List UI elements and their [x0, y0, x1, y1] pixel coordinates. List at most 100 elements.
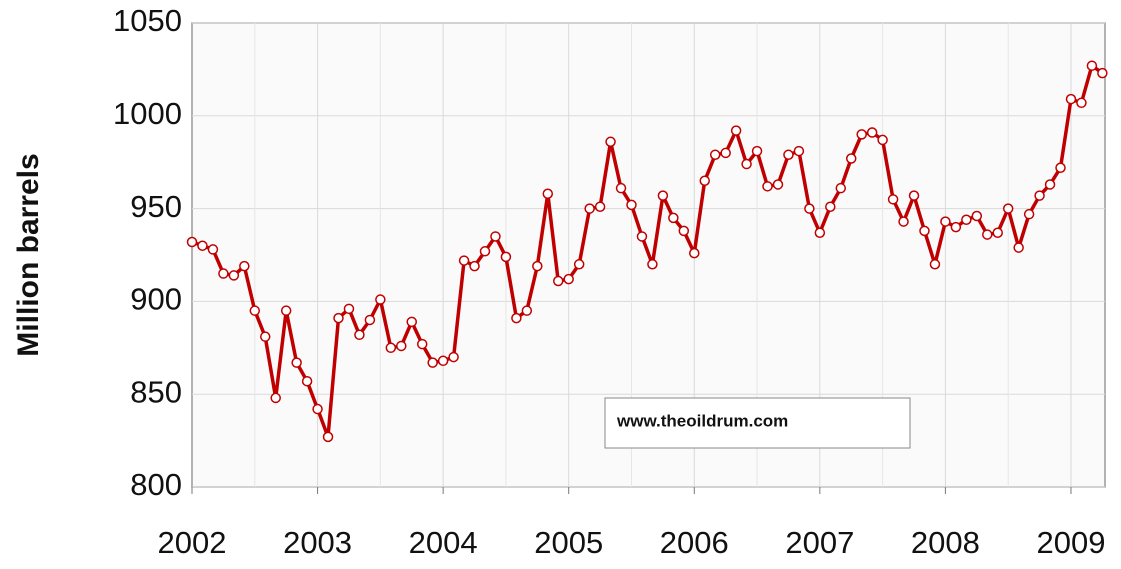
x-tick-label: 2003: [283, 525, 352, 560]
data-point: [908, 190, 920, 201]
data-point: [186, 236, 198, 248]
data-point: [511, 312, 522, 324]
data-line: [191, 63, 1104, 439]
data-point: [605, 136, 616, 148]
data-point: [239, 260, 250, 272]
data-point: [992, 227, 1003, 238]
data-point: [207, 244, 219, 255]
data-point: [898, 216, 909, 227]
annotation-box: [604, 397, 911, 449]
data-point: [1002, 203, 1014, 214]
x-tick-label: 2009: [1036, 525, 1105, 560]
data-point: [333, 312, 344, 324]
data-point: [437, 355, 449, 367]
data-point: [1065, 93, 1077, 105]
data-point: [354, 329, 365, 341]
data-point: [573, 259, 585, 270]
data-point: [919, 225, 930, 237]
data-point: [218, 268, 229, 279]
y-tick-label: 1000: [113, 96, 182, 131]
data-point: [1034, 190, 1045, 201]
x-tick-label: 2004: [409, 525, 478, 560]
data-point: [1097, 67, 1108, 79]
data-point: [814, 227, 826, 238]
data-point: [1076, 97, 1087, 109]
data-point: [626, 199, 637, 211]
data-point: [552, 275, 564, 287]
data-point: [877, 134, 888, 146]
data-point: [1023, 208, 1035, 220]
data-point: [772, 179, 784, 190]
data-point: [500, 251, 512, 263]
data-point: [469, 260, 480, 272]
data-point: [280, 305, 292, 316]
x-tick-label: 2005: [534, 525, 603, 560]
data-point: [521, 305, 533, 316]
data-point: [479, 246, 491, 257]
data-point: [1013, 242, 1024, 253]
data-point: [448, 351, 459, 363]
data-point: [259, 331, 271, 342]
x-tick-label: 2006: [660, 525, 729, 560]
data-point: [343, 303, 355, 315]
data-point: [835, 182, 847, 194]
data-point: [793, 145, 805, 157]
data-point: [887, 194, 899, 205]
data-point: [720, 147, 731, 159]
data-point: [594, 201, 606, 212]
data-point: [751, 145, 763, 157]
data-point: [228, 270, 240, 281]
data-point: [825, 201, 836, 212]
data-point: [364, 314, 376, 326]
data-point: [406, 316, 417, 328]
data-point: [584, 203, 595, 214]
data-point: [636, 231, 648, 242]
data-point: [783, 149, 794, 161]
data-point: [1086, 60, 1098, 71]
y-axis-label: Million barrels: [12, 153, 45, 356]
data-point: [427, 357, 438, 368]
data-point: [542, 188, 554, 200]
y-tick-label: 850: [130, 374, 182, 409]
annotation: www.theoildrum.com: [616, 411, 788, 430]
data-point: [458, 255, 470, 266]
data-point: [249, 305, 261, 316]
data-point: [982, 229, 993, 240]
data-point: [856, 129, 867, 140]
y-tick-label: 1050: [113, 3, 182, 38]
y-tick-label: 800: [130, 467, 182, 502]
data-point: [730, 125, 742, 136]
data-point: [709, 149, 721, 161]
data-point: [804, 203, 815, 214]
data-point: [866, 127, 878, 138]
x-tick-label: 2008: [911, 525, 980, 560]
data-point: [647, 259, 658, 270]
data-point: [845, 153, 857, 164]
data-point: [929, 259, 941, 270]
data-point: [312, 403, 323, 415]
data-point: [615, 182, 627, 194]
data-point: [375, 294, 386, 305]
data-point: [699, 175, 710, 187]
data-point: [490, 231, 501, 242]
data-point: [396, 340, 407, 352]
data-point: [1055, 162, 1066, 174]
data-point: [689, 247, 700, 259]
data-point: [961, 214, 972, 225]
data-point: [1044, 179, 1056, 190]
data-point: [657, 190, 669, 201]
x-tick-label: 2007: [785, 525, 854, 560]
data-point: [668, 212, 679, 224]
data-point: [971, 210, 983, 222]
data-point: [270, 392, 281, 404]
data-point: [950, 221, 962, 233]
y-tick-label: 950: [130, 189, 182, 224]
data-point: [197, 240, 208, 251]
data-point: [416, 338, 428, 350]
y-tick-label: 900: [130, 282, 182, 317]
x-tick-label: 2002: [158, 525, 227, 560]
data-point: [678, 225, 690, 237]
data-point: [741, 158, 752, 170]
data-point: [940, 216, 951, 227]
